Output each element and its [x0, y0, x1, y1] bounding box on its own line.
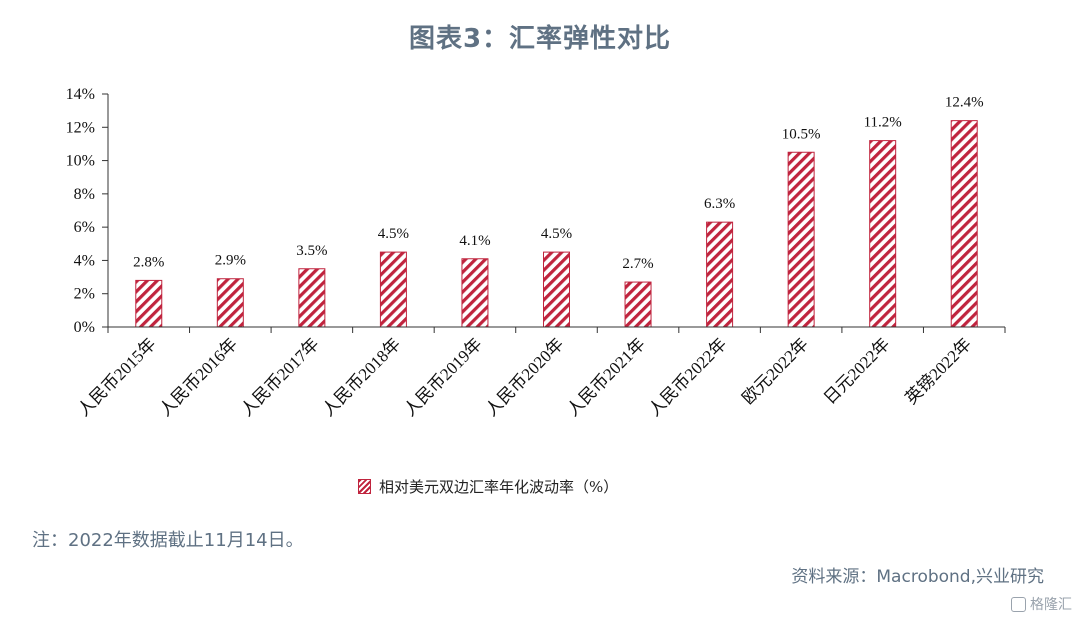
y-tick-label: 14% [66, 86, 95, 103]
data-label: 4.5% [378, 226, 409, 242]
y-tick-label: 4% [74, 252, 95, 269]
bar [543, 251, 570, 328]
legend-label: 相对美元双边汇率年化波动率（%） [379, 478, 619, 496]
y-axis: 0% 2% 4% 6% 8% 10% 12% 14% [66, 86, 109, 336]
x-tick-label: 欧元2022年 [738, 334, 812, 408]
legend: 相对美元双边汇率年化波动率（%） [358, 476, 618, 497]
bar [216, 278, 244, 328]
x-tick-label: 人民币2021年 [563, 334, 649, 420]
x-tick-label: 人民币2016年 [156, 334, 242, 420]
x-tick-label: 人民币2022年 [645, 334, 731, 420]
data-label: 10.5% [782, 126, 821, 142]
y-tick-label: 6% [74, 219, 95, 236]
watermark-text: 格隆汇 [1030, 597, 1072, 613]
data-label: 12.4% [945, 95, 984, 111]
y-tick-label: 10% [66, 153, 95, 170]
bar [461, 258, 489, 328]
x-tick-label: 人民币2017年 [237, 334, 323, 420]
chart-title: 图表3：汇率弹性对比 [408, 24, 672, 54]
bar-chart: 0% 2% 4% 6% 8% 10% 12% 14% 2.8% 2.9% 3.5% 4.5% 4.1%… [66, 86, 1006, 420]
y-tick-label: 12% [66, 119, 95, 136]
bar [950, 120, 978, 328]
bars: 2.8% 2.9% 3.5% 4.5% 4.1% 4.5% 2.7% 6.3% 10.5% 11.… [133, 95, 984, 328]
bar [869, 140, 897, 328]
data-label: 4.5% [541, 226, 572, 242]
y-tick-label: 8% [74, 186, 95, 203]
bar [298, 268, 326, 328]
data-label: 6.3% [704, 196, 735, 212]
data-label: 2.8% [133, 254, 164, 270]
bar [624, 281, 652, 328]
data-label: 11.2% [864, 115, 902, 131]
x-tick-label: 人民币2015年 [74, 334, 160, 420]
data-label: 4.1% [459, 233, 490, 249]
data-label: 2.7% [622, 256, 653, 272]
legend-swatch [358, 479, 371, 494]
data-label: 2.9% [215, 253, 246, 269]
x-axis: 人民币2015年人民币2016年人民币2017年人民币2018年人民币2019年… [74, 326, 1006, 420]
data-label: 3.5% [296, 243, 327, 259]
x-tick-label: 英镑2022年 [902, 334, 976, 408]
bar [706, 221, 734, 328]
bar [135, 279, 163, 328]
x-tick-label: 人民币2020年 [482, 334, 568, 420]
y-tick-label: 0% [74, 319, 95, 336]
bar [787, 151, 815, 328]
watermark: 格隆汇 [1011, 594, 1072, 614]
x-tick-label: 日元2022年 [820, 334, 894, 408]
bar [379, 251, 407, 328]
x-tick-label: 人民币2019年 [400, 334, 486, 420]
y-tick-label: 2% [74, 286, 95, 303]
footnote: 注：2022年数据截止11月14日。 [32, 530, 304, 551]
x-tick-label: 人民币2018年 [319, 334, 405, 420]
logo-icon [1011, 596, 1026, 612]
source-text: 资料来源：Macrobond,兴业研究 [791, 567, 1044, 587]
